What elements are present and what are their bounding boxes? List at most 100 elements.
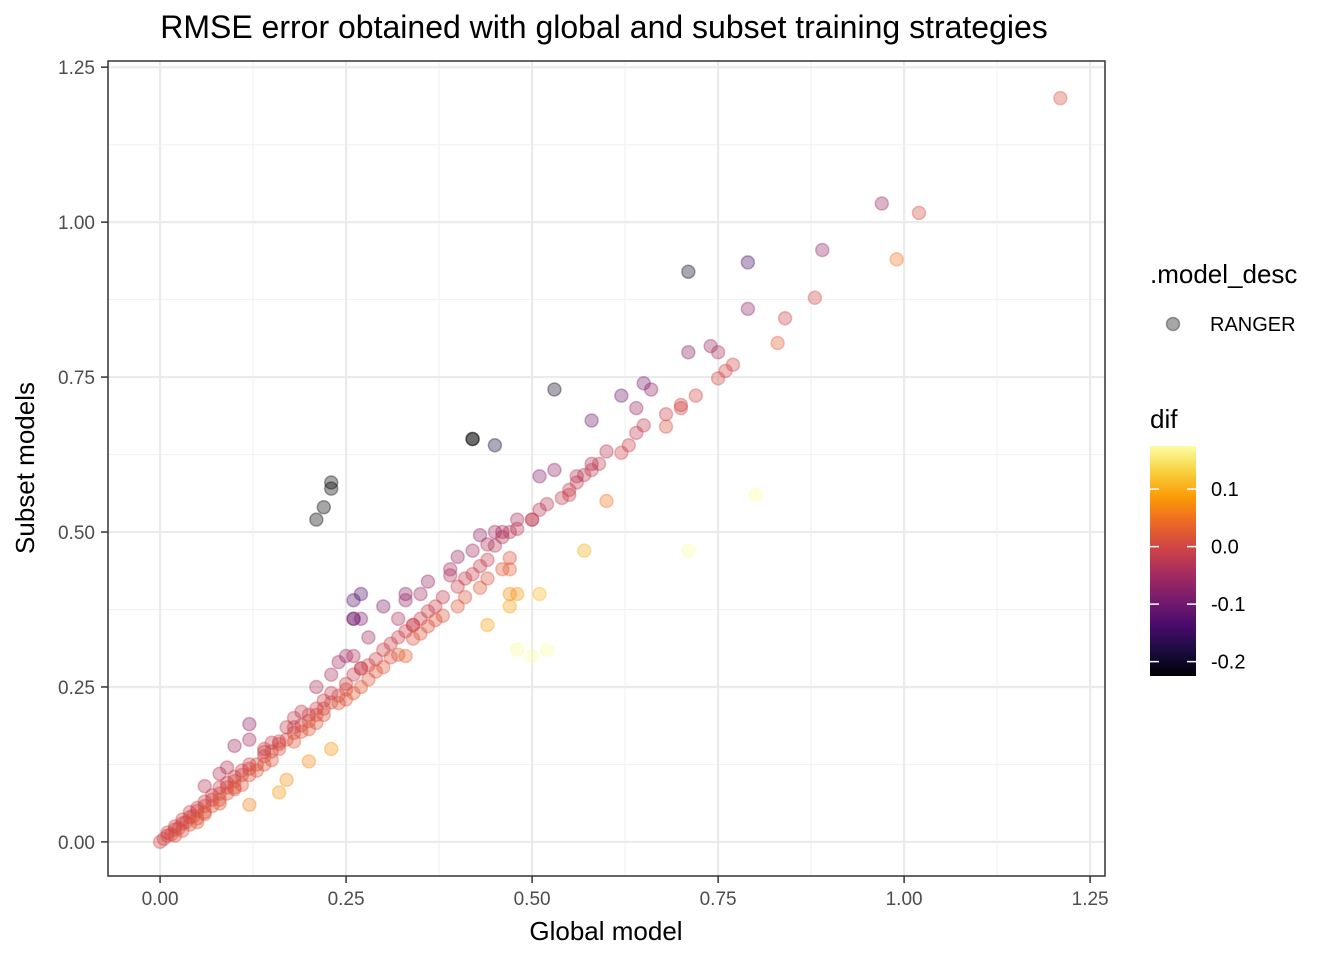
data-point — [361, 672, 376, 687]
plot-background — [108, 61, 1105, 876]
data-point — [390, 630, 406, 645]
data-point — [509, 521, 525, 537]
data-point — [383, 649, 398, 665]
data-point — [353, 661, 369, 676]
data-point — [539, 496, 555, 512]
data-point — [190, 814, 205, 830]
color-bar-ticks: 0.1 0.0 -0.1 -0.2 — [1150, 479, 1245, 674]
data-point — [212, 786, 227, 801]
data-point — [524, 512, 540, 527]
data-point — [457, 589, 473, 605]
data-point — [502, 599, 518, 614]
data-point — [420, 604, 436, 619]
data-point — [472, 580, 488, 596]
data-point — [204, 792, 220, 808]
plot-panel — [107, 60, 1106, 877]
data-point — [532, 586, 547, 602]
data-point — [264, 752, 279, 768]
data-point — [256, 749, 272, 764]
data-point — [465, 431, 480, 447]
data-point — [681, 345, 696, 360]
plot-border — [107, 60, 1106, 877]
data-point — [156, 831, 172, 847]
data-point — [219, 775, 235, 791]
data-point — [190, 811, 205, 826]
data-point — [383, 636, 398, 651]
data-point — [242, 716, 257, 732]
data-point — [171, 821, 186, 836]
data-point — [323, 695, 339, 710]
data-point — [331, 688, 346, 703]
data-point — [316, 693, 332, 708]
data-point — [576, 543, 592, 558]
data-point — [286, 720, 302, 735]
data-point — [547, 382, 562, 397]
data-point — [338, 682, 354, 697]
data-point — [376, 599, 391, 614]
data-point — [673, 397, 689, 413]
data-point — [502, 524, 518, 540]
data-point — [301, 707, 317, 723]
shape-legend: .model_desc RANGER — [1150, 259, 1297, 336]
data-point — [286, 734, 302, 749]
data-point — [562, 482, 577, 498]
data-point — [398, 648, 413, 664]
data-point — [390, 647, 406, 662]
data-point — [643, 382, 659, 397]
data-point — [524, 512, 540, 527]
data-point — [309, 701, 324, 716]
data-point — [435, 608, 451, 623]
data-point — [658, 407, 674, 422]
data-point — [450, 549, 465, 565]
data-point — [323, 741, 339, 757]
data-point — [710, 371, 726, 386]
data-point — [256, 757, 272, 772]
x-tick-label: 1.00 — [886, 889, 923, 910]
data-point — [547, 462, 562, 478]
data-point — [212, 792, 227, 808]
data-point — [346, 648, 361, 664]
color-bar-label: -0.2 — [1211, 652, 1245, 674]
data-point — [569, 468, 584, 484]
data-point — [428, 612, 443, 628]
data-point — [212, 766, 227, 781]
data-point — [539, 642, 555, 658]
data-point — [621, 438, 637, 453]
data-point — [286, 725, 302, 741]
data-point — [465, 566, 480, 582]
data-point — [234, 763, 250, 778]
data-point — [163, 827, 179, 842]
y-tick-label: 0.50 — [58, 523, 95, 544]
data-point — [428, 599, 443, 614]
data-point — [197, 794, 212, 809]
data-point — [338, 692, 354, 707]
data-point — [160, 825, 175, 840]
data-point — [182, 804, 198, 820]
data-point — [532, 468, 547, 484]
data-point — [435, 589, 451, 605]
shape-legend-title: .model_desc — [1150, 259, 1297, 289]
data-point — [346, 611, 361, 627]
data-point — [178, 814, 194, 830]
data-point — [487, 438, 503, 453]
data-point — [629, 425, 644, 441]
data-point — [532, 502, 547, 517]
data-point — [301, 713, 317, 729]
data-point — [316, 701, 332, 716]
color-legend-title: dif — [1150, 404, 1178, 434]
data-point — [197, 806, 212, 822]
data-point — [219, 760, 235, 775]
data-point — [242, 797, 257, 812]
data-point — [465, 543, 480, 558]
data-point — [338, 676, 354, 692]
data-point — [725, 357, 741, 372]
data-point — [405, 631, 421, 646]
data-point — [450, 599, 465, 614]
data-point — [175, 812, 190, 827]
data-point — [323, 475, 339, 490]
data-point — [271, 736, 287, 752]
data-point — [443, 561, 458, 577]
data-point — [309, 715, 324, 731]
data-point — [376, 659, 391, 675]
data-point — [353, 611, 369, 627]
